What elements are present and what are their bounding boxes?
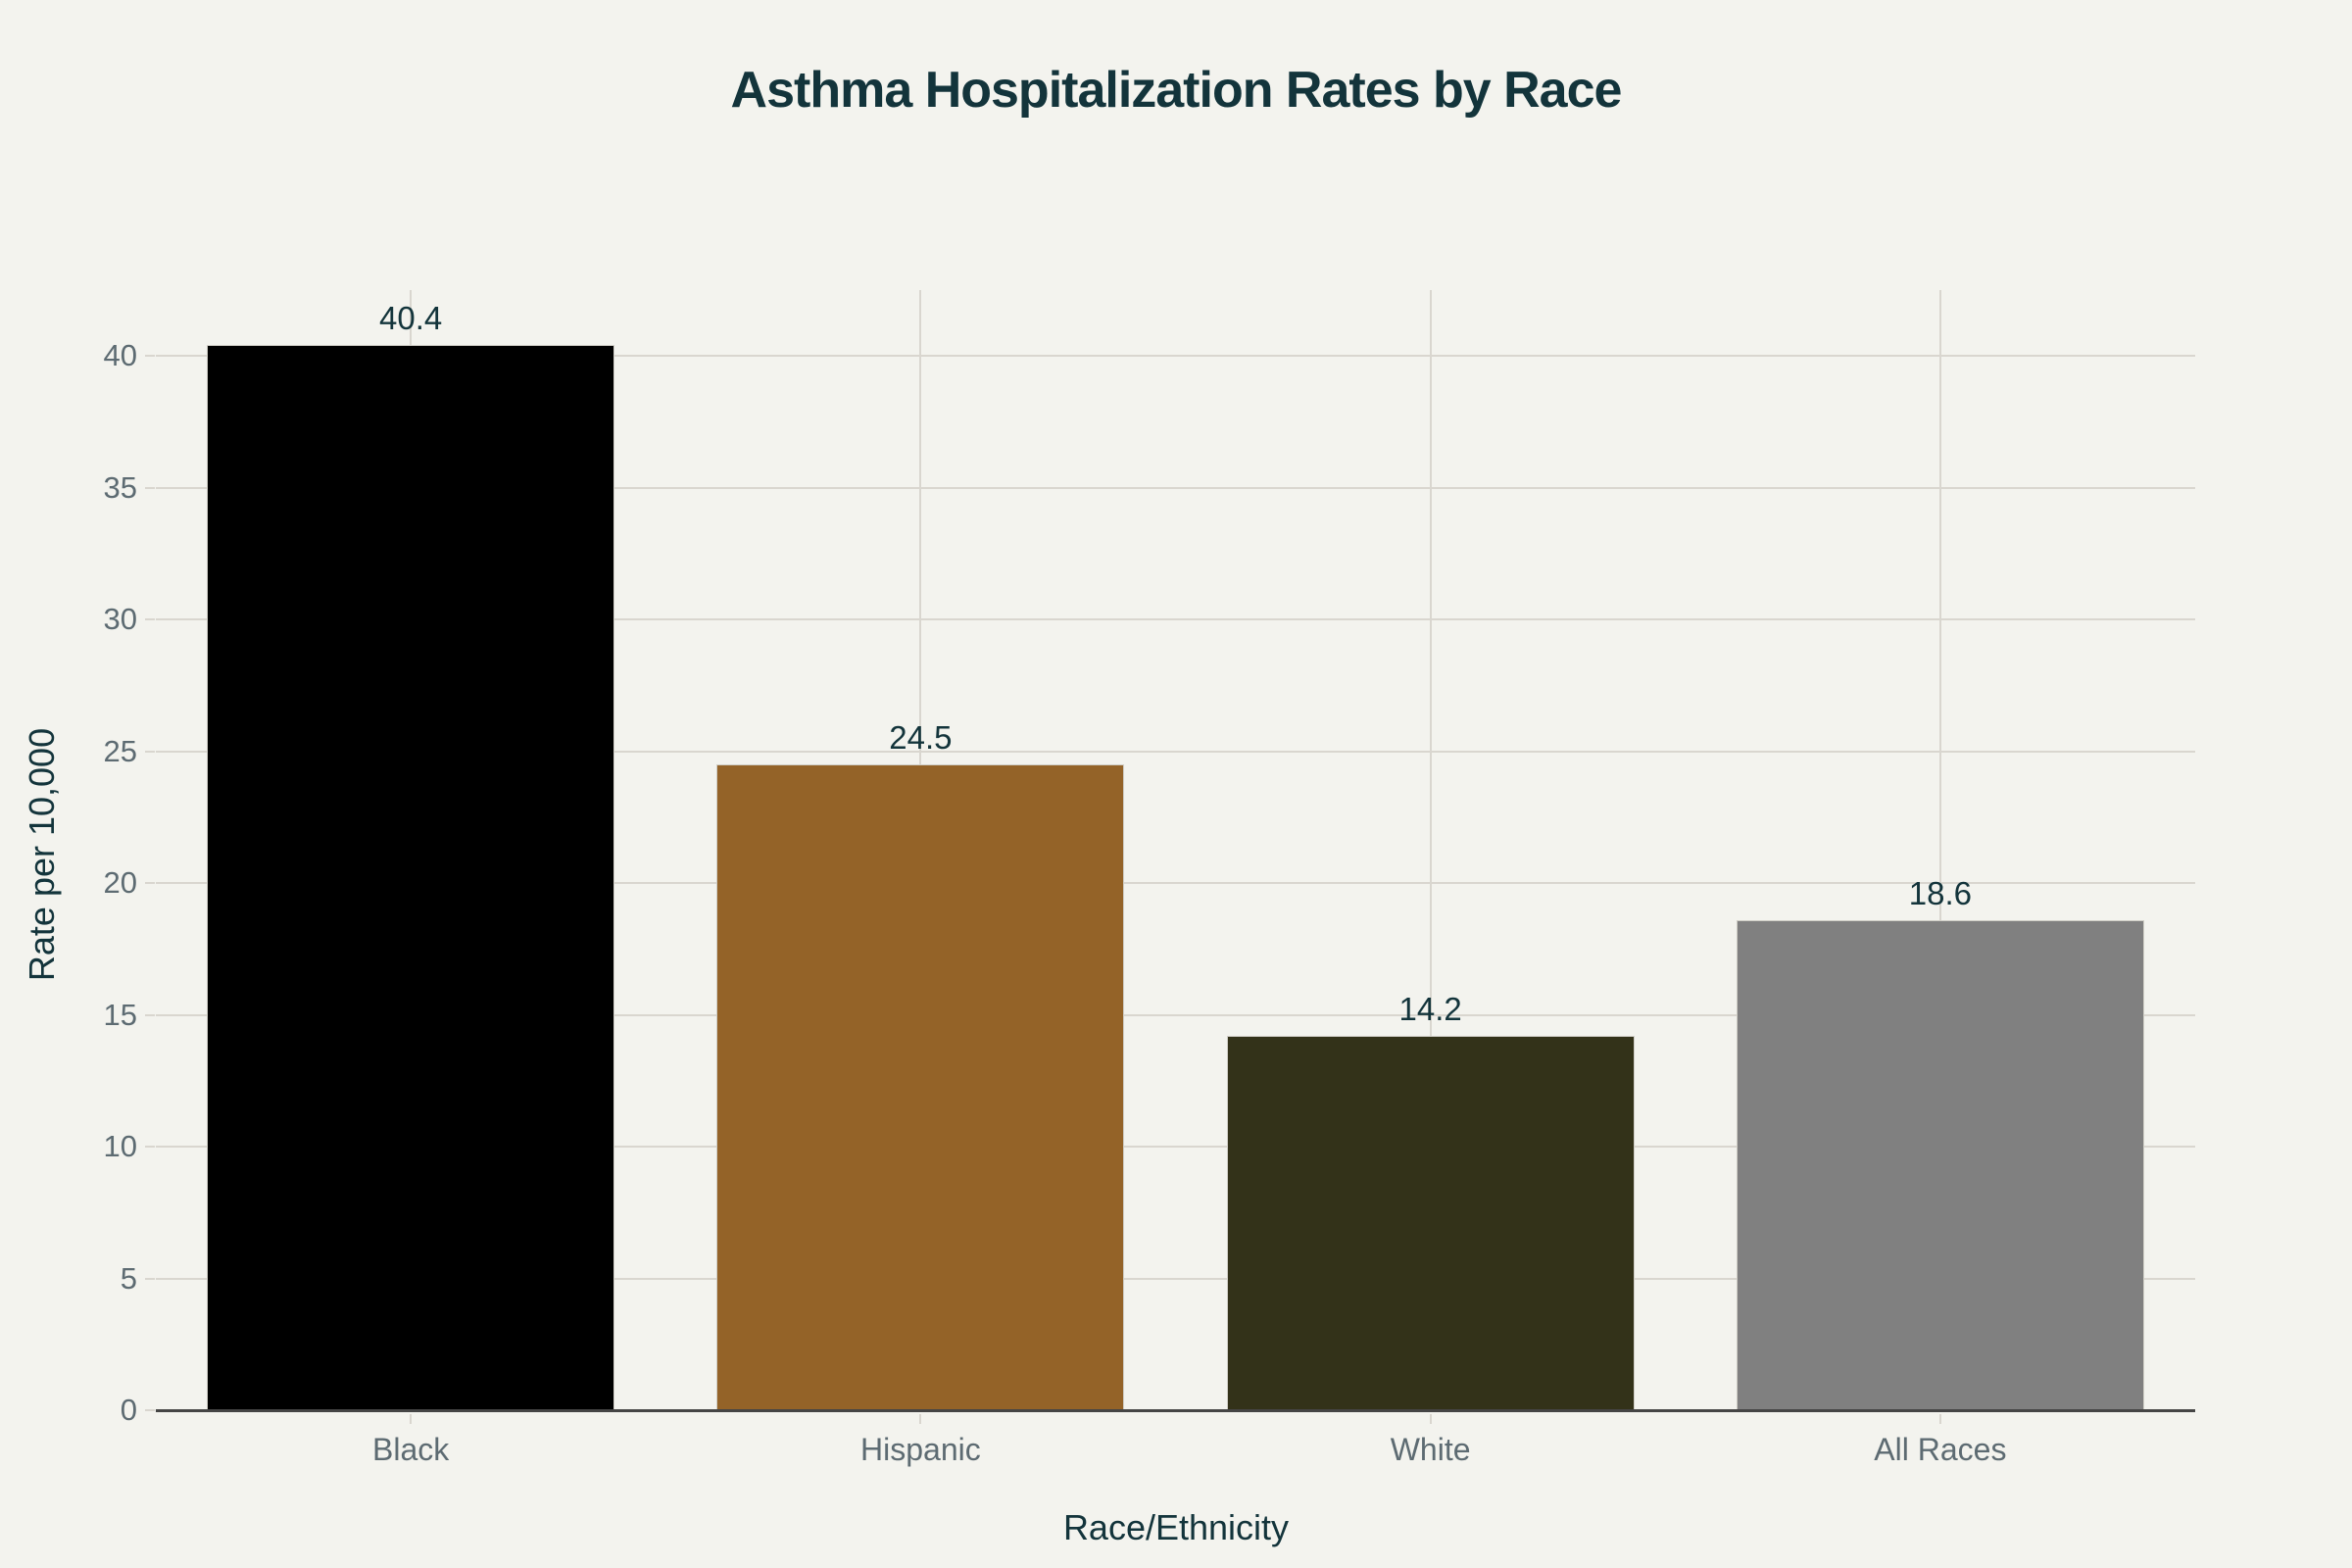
y-tick-mark [145,355,155,357]
y-tick-label: 35 [103,469,137,505]
gridline-horizontal [156,1146,2195,1148]
gridline-vertical [1429,290,1432,1410]
y-tick-label: 0 [120,1393,137,1427]
gridline-horizontal [156,486,2195,489]
y-tick-mark [145,1013,155,1016]
gridline-horizontal [156,1277,2195,1280]
y-tick-label: 25 [103,733,137,768]
x-tick-mark [1938,1414,1941,1424]
gridline-horizontal [156,882,2195,884]
gridline-horizontal [156,1013,2195,1016]
y-tick-mark [145,618,155,620]
chart-title: Asthma Hospitalization Rates by Race [730,62,1623,119]
y-axis-title: Rate per 10,000 [22,727,62,982]
x-tick-mark [919,1414,922,1424]
y-tick-mark [145,1146,155,1148]
y-tick-mark [145,882,155,884]
x-axis-line [156,1409,2195,1412]
x-tick-label: White [1390,1432,1471,1467]
plot-area: 40.4 24.5 14.2 18.6 [156,290,2195,1411]
bar-value-label: 14.2 [1398,991,1462,1028]
y-tick-label: 10 [103,1129,137,1163]
y-tick-label: 15 [103,997,137,1032]
x-tick-label: All Races [1874,1432,2007,1467]
bar-value-label: 40.4 [379,300,443,337]
bar-white[interactable] [1226,1036,1635,1410]
gridline-vertical [1938,290,1941,1410]
y-tick-mark [145,1277,155,1280]
x-tick-mark [410,1414,413,1424]
bar-black[interactable] [207,345,615,1410]
x-axis-title: Race/Ethnicity [1062,1507,1290,1547]
y-tick-label: 20 [103,865,137,900]
gridline-horizontal [156,750,2195,753]
y-tick-mark [145,1409,155,1411]
bar-hispanic[interactable] [716,763,1125,1410]
x-tick-label: Hispanic [860,1432,981,1467]
x-tick-mark [1429,1414,1432,1424]
gridline-horizontal [156,355,2195,357]
y-tick-label: 30 [103,602,137,636]
y-tick-label: 40 [103,338,137,372]
y-tick-mark [145,486,155,489]
bar-value-label: 18.6 [1908,874,1972,911]
y-tick-label: 5 [120,1260,137,1296]
bar-all-races[interactable] [1736,919,2144,1410]
y-tick-mark [145,750,155,753]
gridline-horizontal [156,618,2195,620]
bar-value-label: 24.5 [889,718,953,756]
x-tick-label: Black [372,1432,450,1467]
